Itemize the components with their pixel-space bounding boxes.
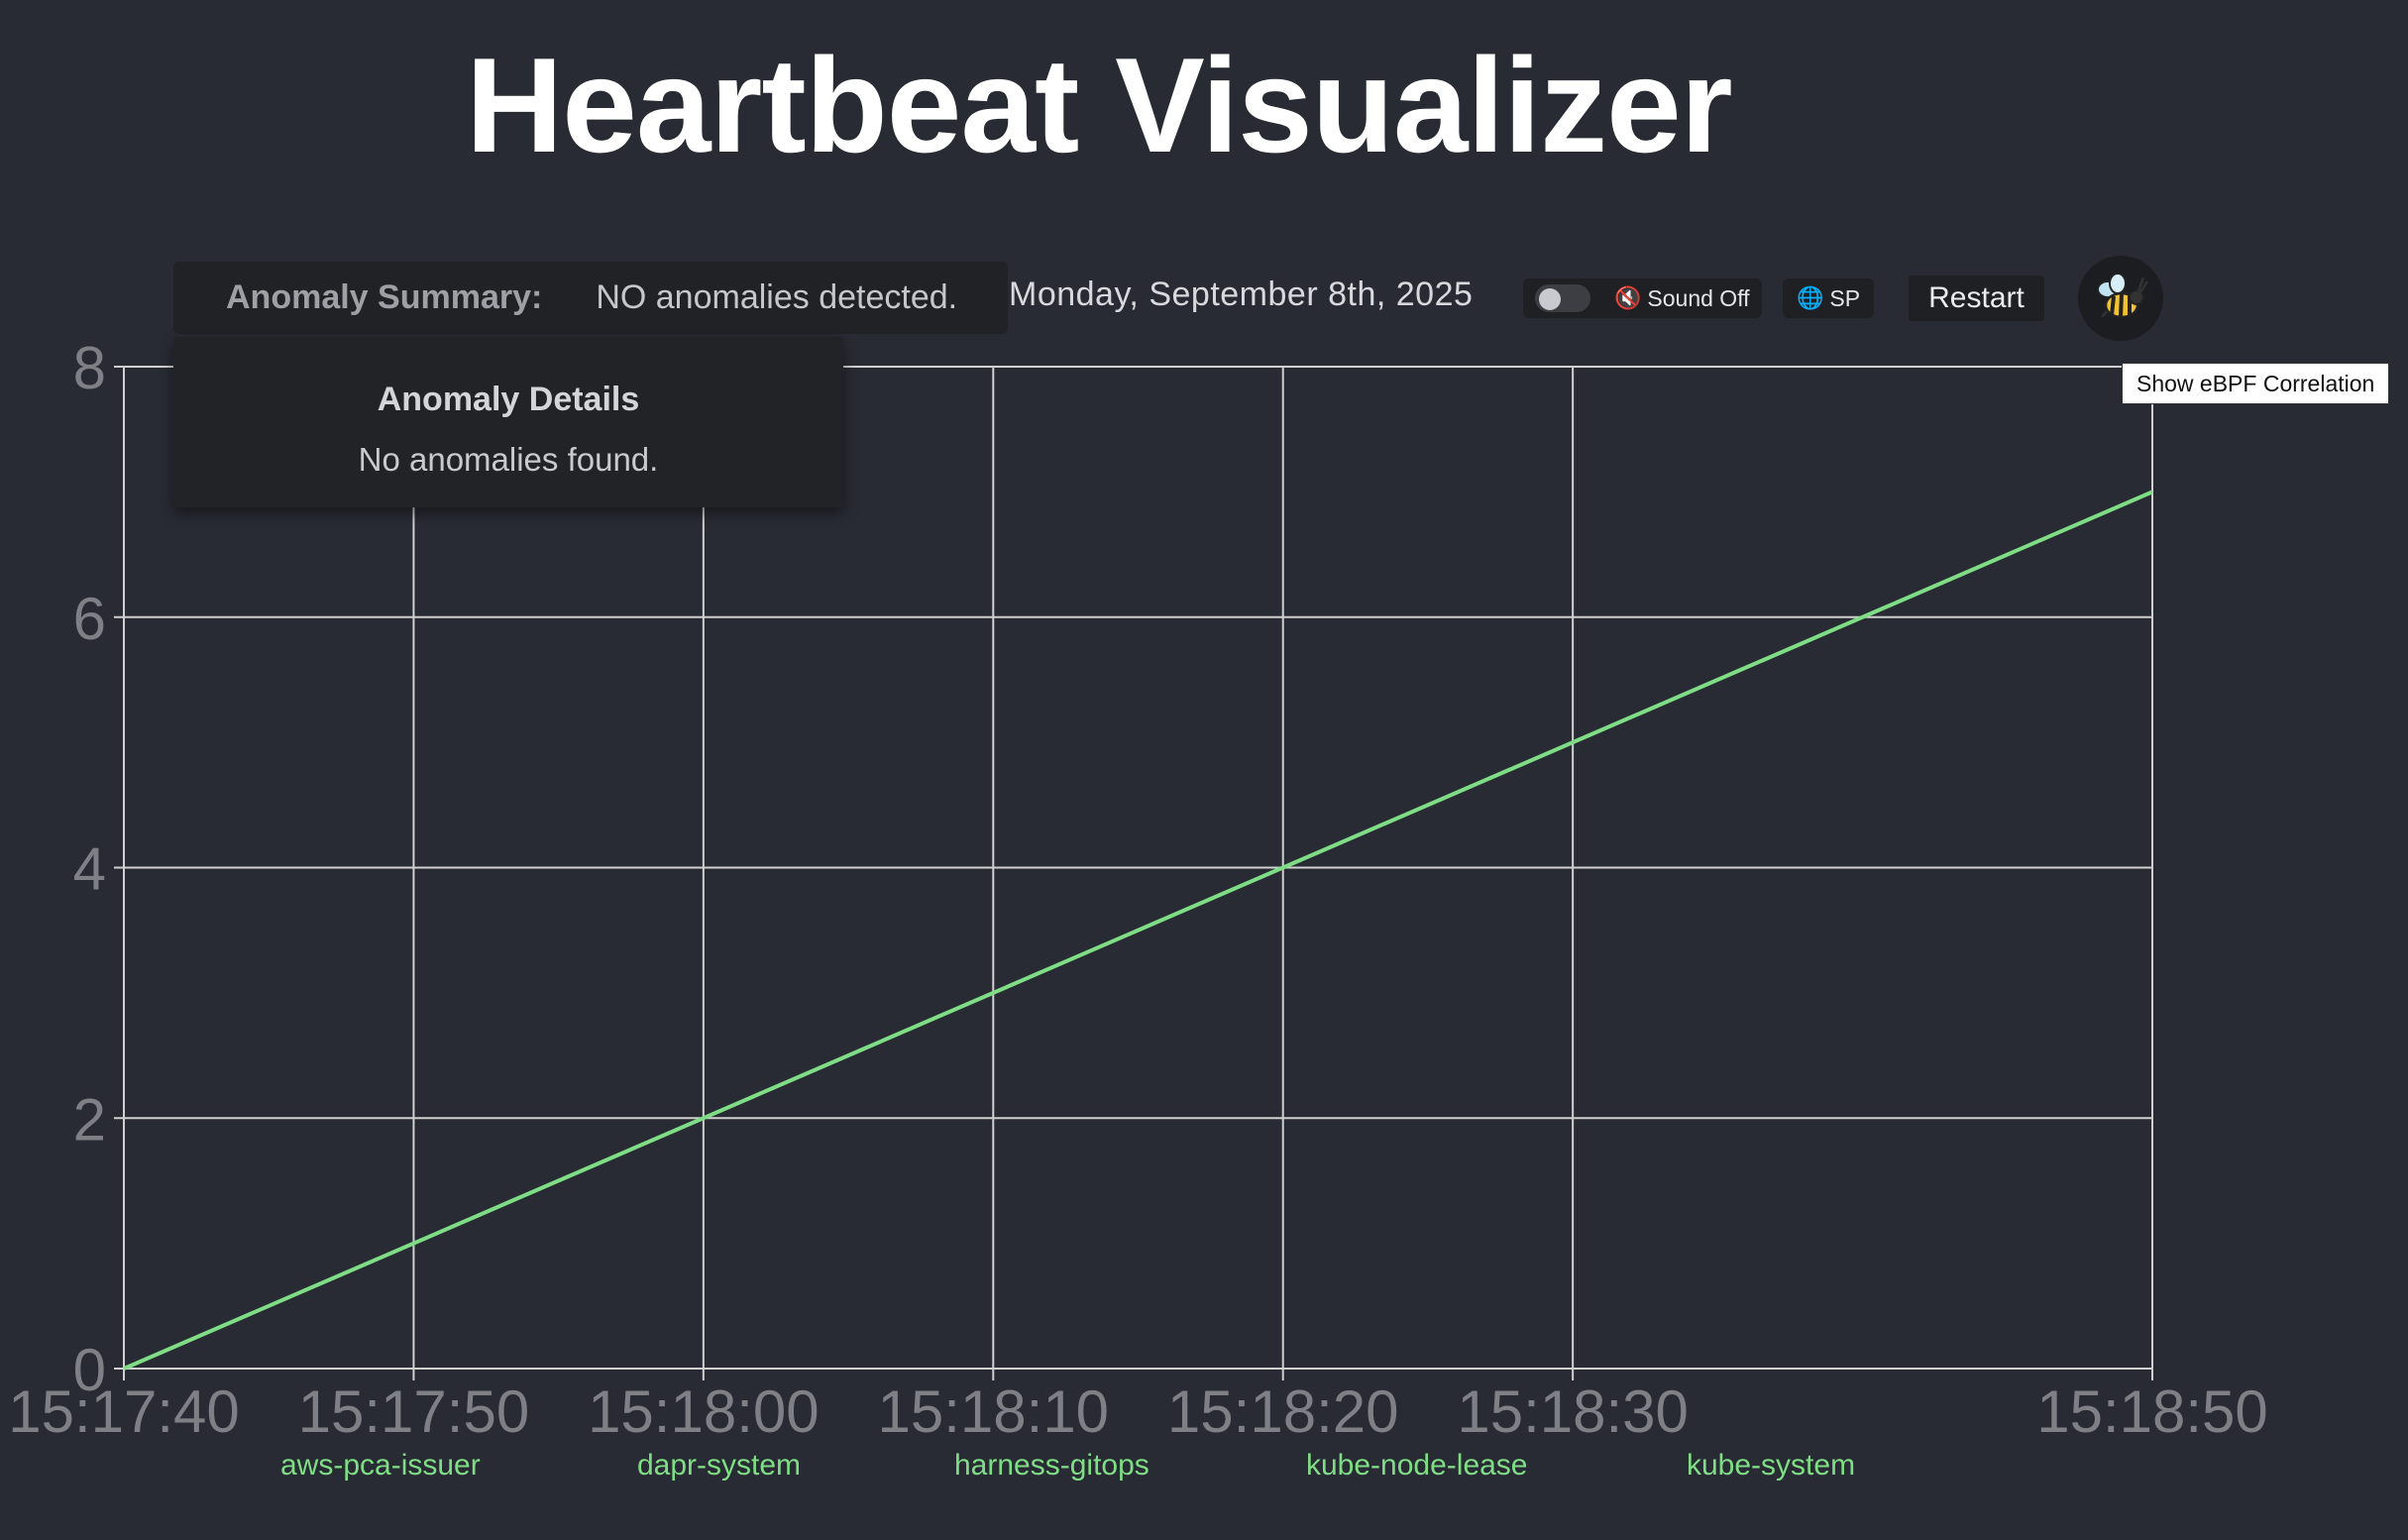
switch-knob <box>1539 288 1561 310</box>
anomaly-details-panel: Anomaly Details No anomalies found. <box>173 337 843 507</box>
ebpf-tooltip: Show eBPF Correlation <box>2122 363 2390 404</box>
globe-icon: 🌐 <box>1797 285 1824 310</box>
x-tick-label: 15:17:40 <box>8 1378 240 1445</box>
anomaly-summary-bar[interactable]: Anomaly Summary: NO anomalies detected. <box>173 262 1008 334</box>
sound-label: Sound Off <box>1647 284 1750 311</box>
anomaly-summary-value: NO anomalies detected. <box>596 278 958 316</box>
namespace-label: aws-pca-issuer <box>280 1449 481 1482</box>
namespace-label: kube-system <box>1687 1449 1856 1482</box>
x-tick-label: 15:18:30 <box>1457 1378 1689 1445</box>
y-tick-label: 8 <box>73 335 106 401</box>
anomaly-details-body: No anomalies found. <box>358 441 659 478</box>
muted-speaker-icon: 🔇 <box>1614 285 1642 310</box>
y-tick-label: 4 <box>73 836 106 903</box>
current-date: Monday, September 8th, 2025 <box>1009 275 1474 313</box>
language-button[interactable]: 🌐 SP <box>1783 278 1875 318</box>
anomaly-summary-label: Anomaly Summary: <box>226 278 543 316</box>
bee-icon <box>2097 273 2149 319</box>
y-tick-label: 6 <box>73 586 106 652</box>
y-tick-label: 2 <box>73 1086 106 1153</box>
sound-label-wrap: 🔇 Sound Off <box>1614 285 1750 312</box>
x-tick-label: 15:17:50 <box>298 1378 530 1445</box>
y-tick-label: 0 <box>73 1337 106 1403</box>
x-tick-label: 15:18:10 <box>878 1378 1110 1445</box>
sound-toggle[interactable]: 🔇 Sound Off <box>1523 278 1762 318</box>
page-title: Heartbeat Visualizer <box>466 30 1733 180</box>
x-tick-label: 15:18:20 <box>1167 1378 1399 1445</box>
anomaly-details-title: Anomaly Details <box>377 381 640 418</box>
namespace-label: harness-gitops <box>954 1449 1149 1482</box>
heartbeat-series-line <box>123 490 2153 1371</box>
x-tick-label: 15:18:50 <box>2036 1378 2268 1445</box>
restart-button[interactable]: Restart <box>1909 275 2044 321</box>
namespace-label: kube-node-lease <box>1306 1449 1528 1482</box>
ebpf-correlation-button[interactable] <box>2078 256 2163 341</box>
namespace-label: dapr-system <box>637 1449 802 1482</box>
sound-switch[interactable] <box>1535 284 1590 312</box>
language-label: SP <box>1829 284 1861 311</box>
x-tick-label: 15:18:00 <box>588 1378 820 1445</box>
